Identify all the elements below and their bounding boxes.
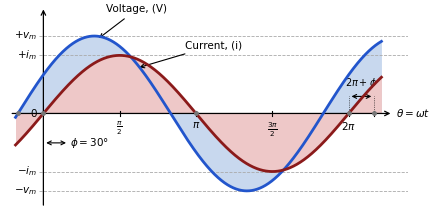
Text: Current, (i): Current, (i) [141, 40, 243, 68]
Text: $0$: $0$ [30, 108, 38, 119]
Text: $\frac{3\pi}{2}$: $\frac{3\pi}{2}$ [267, 120, 278, 139]
Text: $\frac{\pi}{2}$: $\frac{\pi}{2}$ [116, 120, 123, 138]
Text: $+i_m$: $+i_m$ [17, 49, 38, 62]
Text: Voltage, (V): Voltage, (V) [100, 4, 167, 37]
Text: $2\pi$: $2\pi$ [341, 120, 356, 133]
Text: $\phi = 30°$: $\phi = 30°$ [70, 136, 109, 150]
Text: $-v_m$: $-v_m$ [14, 185, 38, 197]
Text: $-i_m$: $-i_m$ [17, 165, 38, 178]
Text: $2\pi+\phi$: $2\pi+\phi$ [345, 76, 378, 90]
Text: $\theta = \omega t$: $\theta = \omega t$ [396, 108, 430, 119]
Text: $+v_m$: $+v_m$ [14, 30, 38, 42]
Text: $\pi$: $\pi$ [192, 120, 200, 130]
